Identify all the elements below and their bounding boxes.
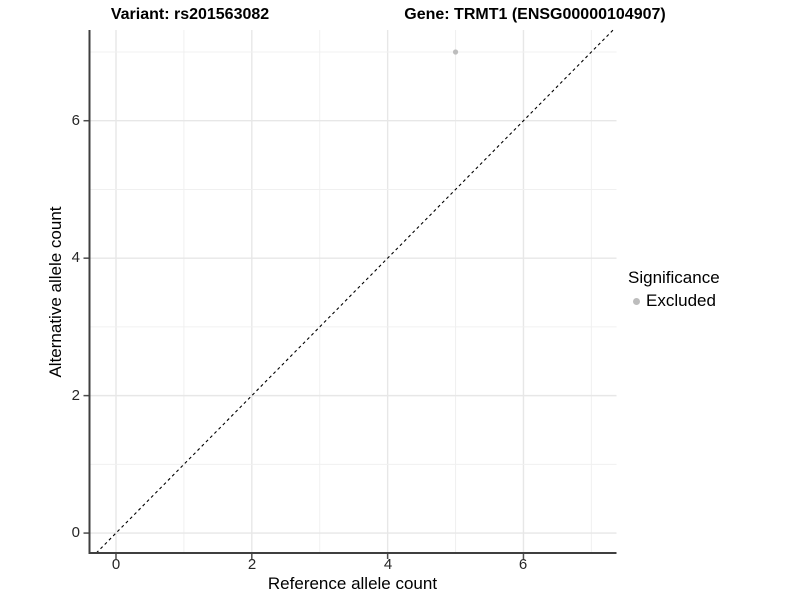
x-axis-title: Reference allele count [267,574,438,593]
gene-title: Gene: TRMT1 (ENSG00000104907) [404,6,666,23]
x-tick-label-0: 0 [111,556,121,573]
legend: Significance Excluded [628,268,720,311]
legend-item-excluded: Excluded [628,291,720,311]
x-tick-label-4: 4 [383,556,393,573]
x-tick-label-6: 6 [518,556,528,573]
data-point [452,49,459,55]
identity-reference-line [95,29,614,554]
x-tick-label-2: 2 [247,556,257,573]
excluded-point-icon [633,298,640,305]
y-axis-title: Alternative allele count [46,206,65,378]
y-tick-label-4: 4 [71,249,80,266]
legend-title: Significance [628,268,720,287]
legend-item-label: Excluded [646,291,716,310]
variant-title: Variant: rs201563082 [110,6,270,23]
y-tick-label-0: 0 [71,524,80,541]
y-tick-label-6: 6 [71,112,80,129]
y-tick-label-2: 2 [71,387,80,404]
